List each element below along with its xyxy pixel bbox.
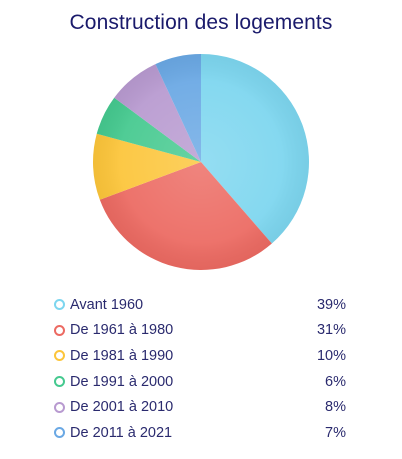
legend-marker-icon: [54, 401, 65, 413]
legend-value: 10%: [316, 347, 346, 364]
legend-item[interactable]: De 1991 à 2000 6%: [54, 369, 346, 395]
legend-label: De 2011 à 2021: [70, 424, 173, 441]
pie-chart: [92, 53, 310, 271]
legend-label: De 1961 à 1980: [70, 322, 174, 339]
legend-value: 6%: [325, 373, 346, 390]
legend-label: Avant 1960: [70, 296, 144, 313]
legend-value: 31%: [316, 322, 346, 339]
legend-marker-icon: [54, 324, 65, 336]
legend-value: 7%: [325, 424, 346, 441]
legend-label: De 2001 à 2010: [70, 399, 174, 416]
chart-title: Construction des logements: [69, 11, 333, 34]
legend-label: De 1991 à 2000: [70, 373, 174, 390]
chart-legend: Avant 1960 39% De 1961 à 1980 31% De 1981 à …: [54, 292, 346, 446]
legend-value: 39%: [316, 296, 346, 313]
legend-item[interactable]: De 1981 à 1990 10%: [54, 343, 346, 369]
legend-marker-icon: [54, 299, 65, 311]
legend-marker-icon: [54, 350, 65, 362]
legend-value: 8%: [325, 399, 346, 416]
legend-item[interactable]: De 2011 à 2021 7%: [54, 420, 346, 446]
pie-svg: [93, 54, 309, 270]
legend-marker-icon: [54, 376, 65, 388]
legend-item[interactable]: De 1961 à 1980 31%: [54, 318, 346, 344]
legend-item[interactable]: Avant 1960 39%: [54, 292, 346, 318]
legend-marker-icon: [54, 427, 65, 439]
legend-label: De 1981 à 1990: [70, 347, 174, 364]
legend-item[interactable]: De 2001 à 2010 8%: [54, 394, 346, 420]
